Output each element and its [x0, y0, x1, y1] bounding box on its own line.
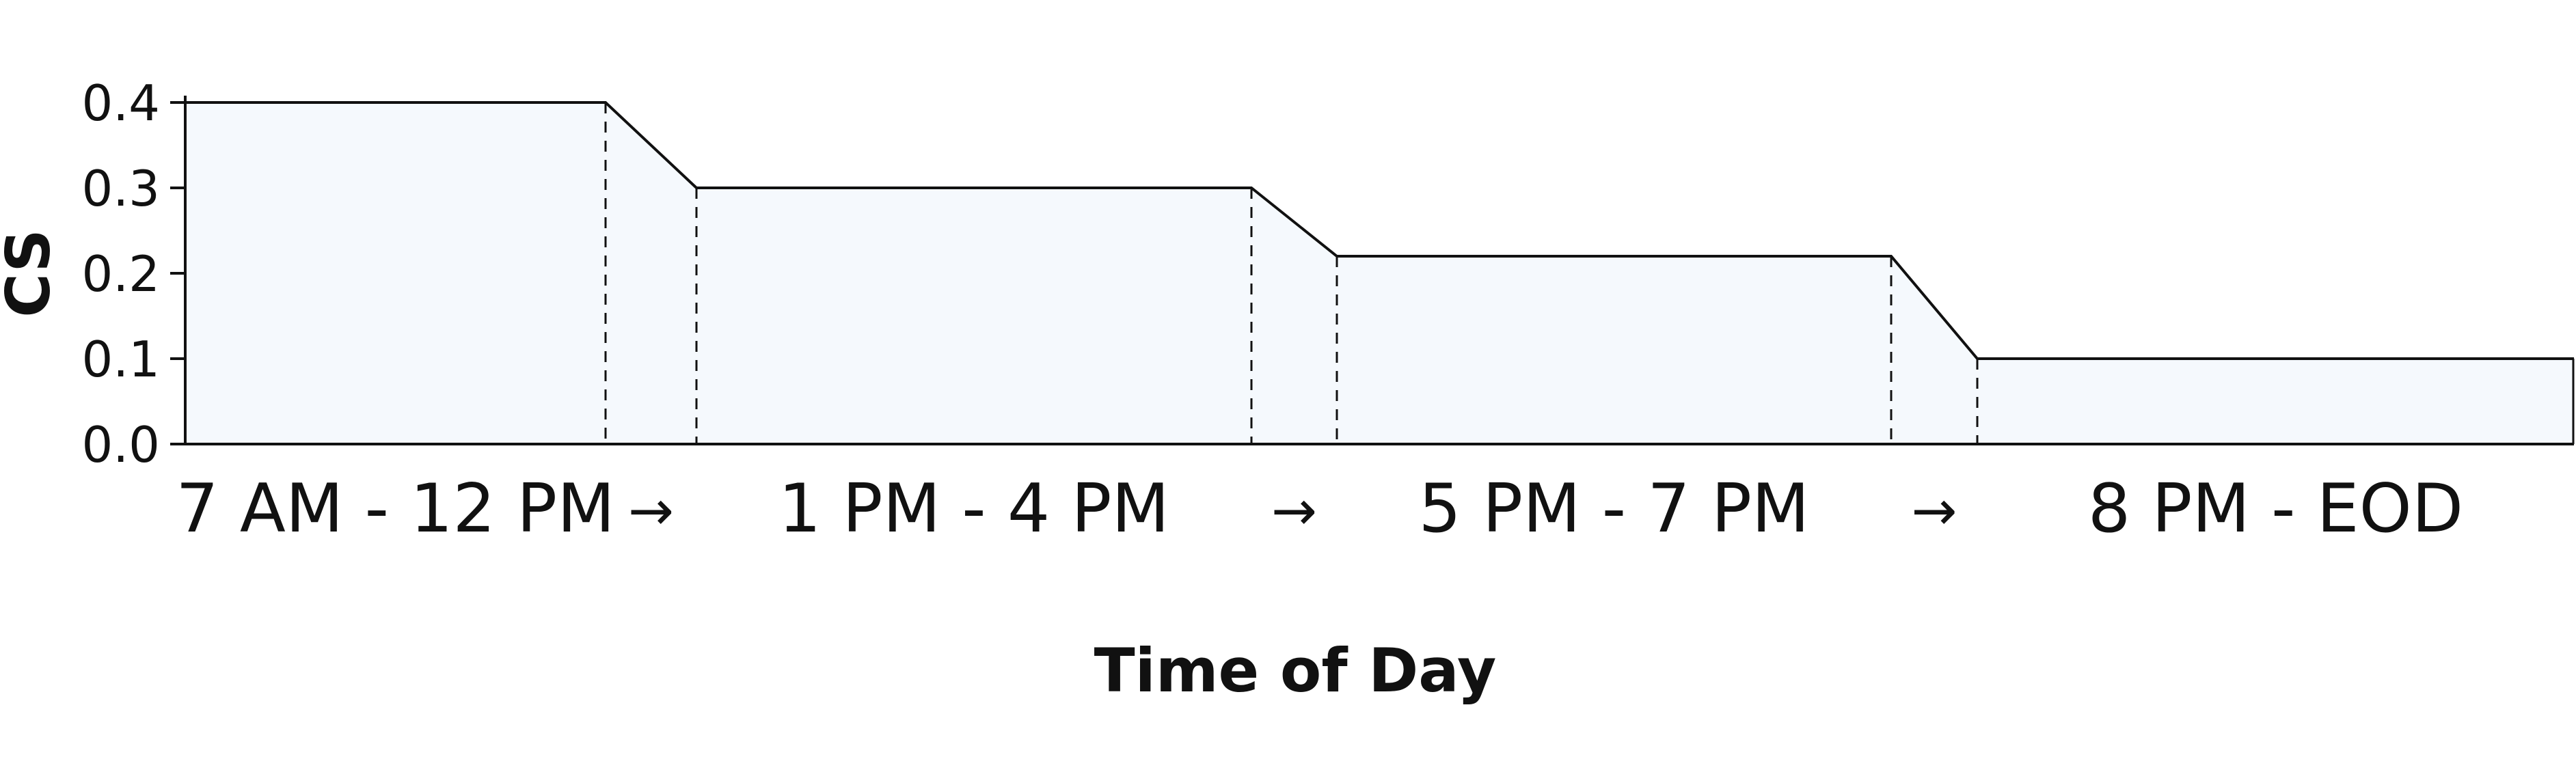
transition-arrow-label: →: [1911, 479, 1957, 542]
transition-arrow-label: →: [1271, 479, 1317, 542]
y-tick-label: 0.2: [81, 245, 160, 303]
x-axis-label: Time of Day: [1094, 635, 1497, 706]
y-tick-label: 0.0: [81, 416, 160, 473]
plot-area: [185, 101, 2575, 444]
y-tick-label: 0.1: [81, 331, 160, 388]
series-line: [185, 101, 2574, 360]
y-tick-label: 0.4: [81, 74, 160, 132]
x-category-label: 5 PM - 7 PM: [1419, 470, 1810, 548]
area-fill: [185, 102, 2574, 444]
axes: 0.0 0.1 0.2 0.3 0.4 7 AM - 12 PM 1 PM - 4 PM 5 …: [81, 74, 2574, 548]
x-category-label: 1 PM - 4 PM: [778, 470, 1169, 548]
y-tick-label: 0.3: [81, 160, 160, 217]
y-axis-label: CS: [0, 229, 64, 318]
x-category-label: 8 PM - EOD: [2088, 470, 2463, 548]
transition-arrow-label: →: [628, 479, 674, 542]
x-category-label: 7 AM - 12 PM: [176, 470, 614, 548]
